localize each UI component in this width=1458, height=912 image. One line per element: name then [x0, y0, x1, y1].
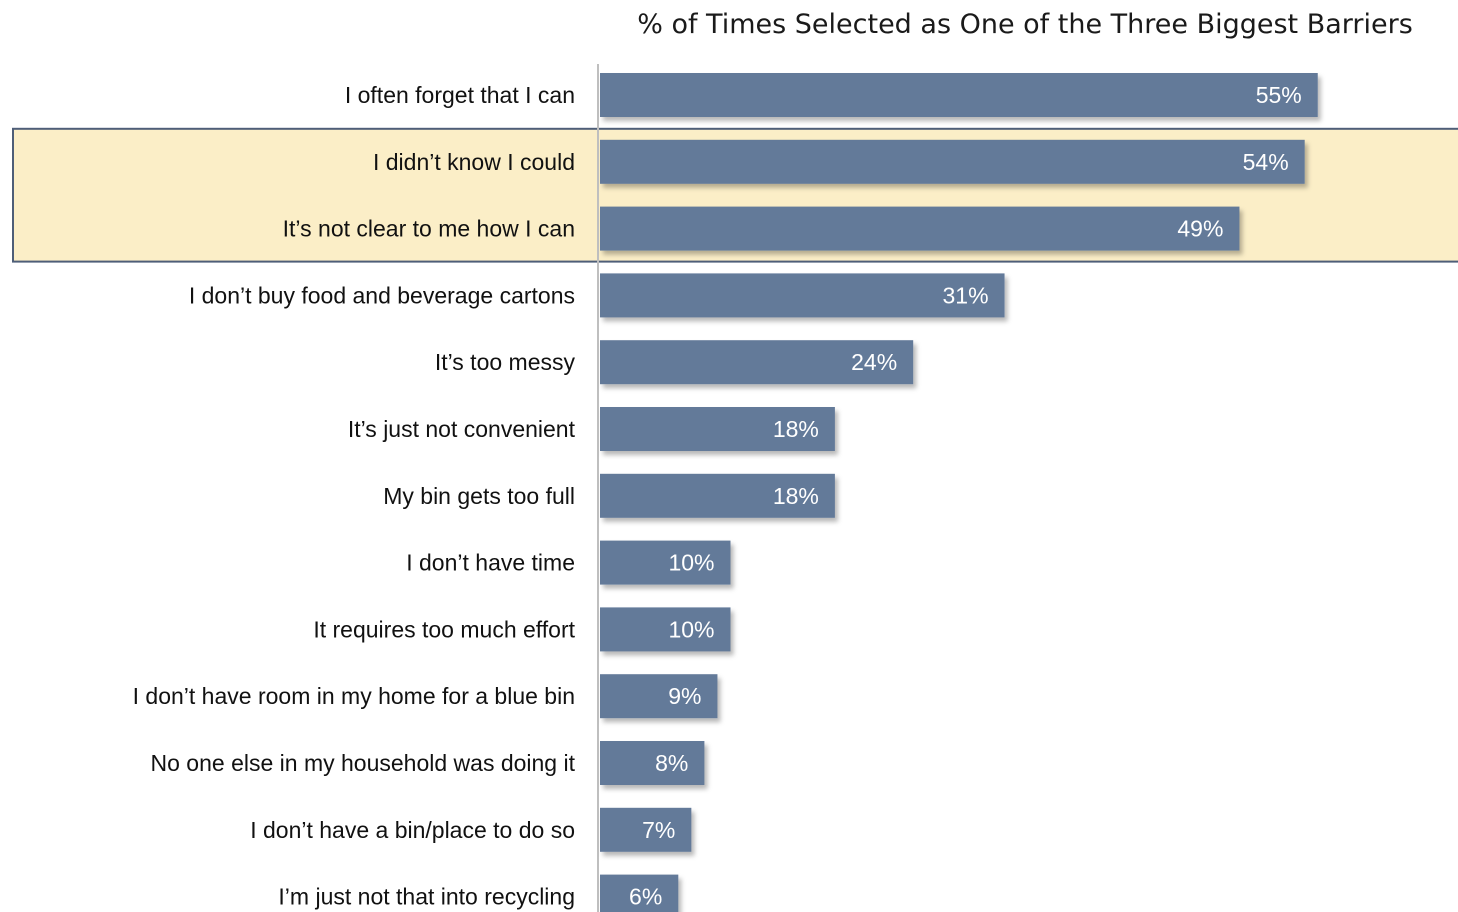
bar [600, 206, 1240, 251]
value-label: 18% [773, 483, 819, 509]
bar [600, 407, 835, 451]
bar [600, 73, 1318, 117]
bar [600, 340, 914, 385]
value-label: 7% [642, 817, 675, 843]
category-label: I don’t buy food and beverage cartons [189, 282, 575, 308]
value-label: 24% [851, 349, 897, 375]
category-label: It’s too messy [435, 349, 576, 375]
value-label: 54% [1243, 149, 1289, 175]
category-label: It’s not clear to me how I can [283, 216, 575, 242]
category-label: I don’t have room in my home for a blue … [133, 683, 575, 709]
category-label: My bin gets too full [383, 483, 575, 509]
bar [600, 473, 835, 518]
category-label: I don’t have time [406, 550, 575, 576]
value-label: 31% [943, 282, 989, 308]
value-label: 9% [668, 683, 701, 709]
value-label: 18% [773, 416, 819, 442]
bar [600, 874, 679, 912]
category-label: I’m just not that into recycling [278, 884, 575, 910]
bar [600, 807, 692, 852]
category-label: I don’t have a bin/place to do so [250, 817, 575, 843]
bar [600, 273, 1005, 318]
category-label: No one else in my household was doing it [151, 750, 576, 776]
value-label: 49% [1177, 216, 1223, 242]
category-label: I often forget that I can [345, 82, 575, 108]
category-label: It requires too much effort [313, 616, 575, 642]
bar [600, 674, 718, 719]
category-label: It’s just not convenient [348, 416, 576, 442]
value-label: 6% [629, 884, 662, 910]
bar [600, 607, 731, 652]
bar [600, 741, 705, 785]
category-label: I didn’t know I could [373, 149, 575, 175]
value-label: 10% [668, 550, 714, 576]
bar [600, 139, 1305, 184]
value-label: 8% [655, 750, 688, 776]
chart-title: % of Times Selected as One of the Three … [637, 9, 1413, 40]
value-label: 55% [1256, 82, 1302, 108]
bar [600, 540, 731, 585]
value-label: 10% [668, 616, 714, 642]
